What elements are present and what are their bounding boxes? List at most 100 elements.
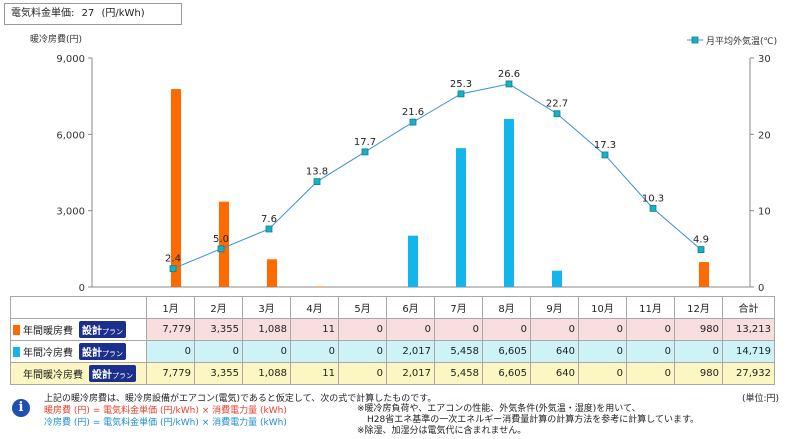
- table-cell: 3,355: [194, 318, 243, 341]
- table-cell: 2,017: [386, 340, 435, 363]
- table-row: 年間暖冷房費 設計プラン 7,779 3,355 1,088 11 0 2,017 5,458 6…: [10, 362, 775, 385]
- note-2: H28省エネ基準の一次エネルギー消費量計算の計算方法を参考に計算しています。: [367, 415, 700, 425]
- note-3: ※除湿、加湿分は電気代に含まれません。: [357, 426, 527, 436]
- note-intro: 上記の暖冷房費は、暖冷房設備がエアコン(電気)であると仮定して、次の式で計算した…: [44, 394, 437, 404]
- y-tick-label-left: 9,000: [56, 54, 85, 65]
- temperature-label: 2.4: [165, 254, 181, 265]
- design-plan-badge: 設計プラン: [79, 321, 126, 338]
- table-header-cell: 合計: [722, 296, 775, 319]
- series-swatch: [13, 347, 20, 357]
- y-axis-title: 暖冷房費(円): [30, 33, 82, 45]
- temperature-point: [553, 110, 561, 118]
- temperature-label: 7.6: [261, 214, 277, 225]
- design-plan-suffix: プラン: [102, 328, 123, 336]
- table-cell: 1,088: [242, 318, 291, 341]
- info-icon: i: [12, 399, 30, 417]
- y-tick-label-right: 0: [758, 283, 764, 292]
- y-tick-label-right: 30: [758, 54, 771, 65]
- row-label: 年間暖房費: [23, 326, 73, 337]
- y-tick-label-right: 10: [758, 207, 771, 218]
- temperature-point: [409, 118, 417, 126]
- table-header-cell: 10月: [578, 296, 627, 319]
- table-cell: 0: [242, 340, 291, 363]
- table-cell: 6,605: [482, 340, 531, 363]
- temperature-label: 17.3: [594, 140, 616, 151]
- table-header-cell: 9月: [530, 296, 579, 319]
- temperature-label: 21.6: [402, 107, 424, 118]
- cooling-formula: 冷房費 (円) = 電気料金単価 (円/kWh) × 消費電力量 (kWh): [44, 418, 287, 428]
- table-cell: 27,932: [722, 362, 775, 385]
- table-header-cell: 2月: [194, 296, 243, 319]
- row-label: 年間冷房費: [23, 348, 73, 359]
- temperature-label: 17.7: [354, 137, 376, 148]
- table-cell: 0: [386, 318, 435, 341]
- table-cell: 11: [290, 362, 339, 385]
- temperature-point: [601, 151, 609, 159]
- table-cell: 11: [290, 318, 339, 341]
- table-cell: 0: [338, 362, 387, 385]
- y-tick-label-left: 6,000: [56, 130, 85, 141]
- legend-marker: [691, 36, 699, 44]
- temperature-point: [169, 265, 177, 273]
- unit-note: (単位:円): [742, 394, 780, 404]
- table-cell: 14,719: [722, 340, 775, 363]
- table-cell: 1,088: [242, 362, 291, 385]
- temperature-label: 5.0: [213, 234, 229, 245]
- temperature-label: 10.3: [642, 193, 664, 204]
- rate-unit: (円/kWh): [101, 8, 145, 19]
- temperature-point: [649, 204, 657, 212]
- table-cell: 640: [530, 362, 579, 385]
- table-cell: 0: [626, 340, 675, 363]
- table-header-cell: 1月: [146, 296, 195, 319]
- table-header-cell: 4月: [290, 296, 339, 319]
- temperature-point: [313, 178, 321, 186]
- temperature-point: [457, 90, 465, 98]
- table-cell: 7,779: [146, 318, 195, 341]
- design-plan-badge: 設計プラン: [79, 343, 126, 360]
- table-header-cell: 5月: [338, 296, 387, 319]
- heating-bar: [699, 262, 709, 287]
- table-cell: 7,779: [146, 362, 195, 385]
- heating-bar: [219, 201, 229, 287]
- row-label-cell: 年間冷房費 設計プラン: [10, 340, 147, 363]
- series-swatch: [13, 325, 20, 335]
- temperature-point: [697, 246, 705, 253]
- table-cell: 0: [146, 340, 195, 363]
- heating-bar: [171, 89, 181, 288]
- table-header-cell: 7月: [434, 296, 483, 319]
- table-cell: 0: [194, 340, 243, 363]
- table-cell: 0: [338, 340, 387, 363]
- y-tick-label-left: 3,000: [56, 207, 85, 218]
- rate-value: 27: [81, 8, 95, 19]
- row-label-cell: 年間暖冷房費 設計プラン: [10, 362, 147, 385]
- temperature-label: 22.7: [546, 99, 568, 110]
- table-cell: 5,458: [434, 362, 483, 385]
- y-tick-label-left: 0: [79, 283, 85, 292]
- cooling-bar: [456, 148, 466, 287]
- table-cell: 0: [674, 340, 723, 363]
- table-row: 年間冷房費 設計プラン 0 0 0 0 0 2,017 5,458 6,605 640 0 0 0 14,7…: [10, 340, 775, 363]
- table-cell: 0: [626, 362, 675, 385]
- y-tick-label-right: 20: [758, 130, 771, 141]
- table-header-row: 1月 2月 3月 4月 5月 6月 7月 8月 9月 10月 11月 12月 合計: [10, 296, 775, 319]
- legend-label: 月平均外気温(℃): [706, 35, 777, 47]
- electricity-rate-box: 電気料金単価: 27 (円/kWh): [4, 3, 182, 25]
- temperature-line: [172, 83, 702, 270]
- design-plan-badge: 設計プラン: [89, 365, 136, 382]
- design-plan-suffix: プラン: [112, 372, 133, 380]
- table-cell: 0: [290, 340, 339, 363]
- heating-bar: [267, 259, 277, 287]
- cooling-bar: [504, 118, 514, 287]
- heating-formula: 暖房費 (円) = 電気料金単価 (円/kWh) × 消費電力量 (kWh): [44, 406, 287, 416]
- table-cell: 0: [626, 318, 675, 341]
- temperature-point: [361, 148, 369, 156]
- table-cell: 980: [674, 318, 723, 341]
- temperature-label: 26.6: [498, 69, 520, 80]
- heating-bar: [315, 286, 325, 288]
- note-1: ※暖冷房負荷や、エアコンの性能、外気条件(外気温・湿度)を用いて、: [357, 404, 641, 414]
- table-header-cell: 6月: [386, 296, 435, 319]
- table-cell: 0: [482, 318, 531, 341]
- table-cell: 0: [530, 318, 579, 341]
- table-cell: 5,458: [434, 340, 483, 363]
- table-header-cell: 11月: [626, 296, 675, 319]
